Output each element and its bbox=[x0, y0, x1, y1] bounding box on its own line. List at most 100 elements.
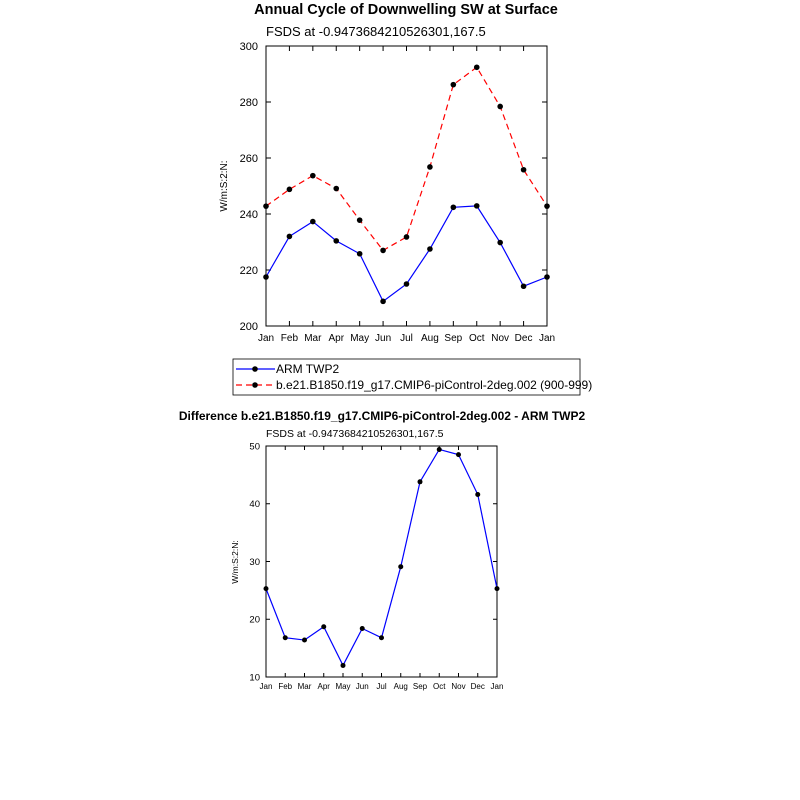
legend: ARM TWP2 b.e21.B1850.f19_g17.CMIP6-piCon… bbox=[232, 358, 592, 396]
y-tick-label: 280 bbox=[240, 97, 258, 109]
y-tick-label: 200 bbox=[240, 321, 258, 333]
legend-marker-arm-twp2 bbox=[252, 366, 258, 372]
y-tick-label: 240 bbox=[240, 209, 258, 221]
chart-title: Annual Cycle of Downwelling SW at Surfac… bbox=[254, 2, 558, 18]
data-point bbox=[356, 217, 363, 223]
x-tick-label: Feb bbox=[281, 333, 299, 344]
data-point bbox=[403, 281, 410, 287]
legend-marker-model bbox=[252, 382, 258, 388]
data-point bbox=[436, 446, 442, 452]
difference-chart-title: Difference b.e21.B1850.f19_g17.CMIP6-piC… bbox=[179, 409, 586, 423]
data-point bbox=[544, 203, 550, 209]
data-point bbox=[380, 247, 386, 254]
data-point bbox=[473, 203, 480, 209]
x-tick-label: Jan bbox=[491, 682, 504, 691]
x-tick-label: May bbox=[335, 682, 350, 691]
difference-chart: Difference b.e21.B1850.f19_g17.CMIP6-piC… bbox=[179, 409, 586, 691]
data-point bbox=[286, 233, 293, 240]
series-line-0 bbox=[265, 448, 498, 667]
x-tick-label: Sep bbox=[444, 333, 462, 344]
data-point bbox=[282, 635, 288, 641]
x-tick-label: Aug bbox=[421, 333, 439, 344]
x-tick-label: Oct bbox=[469, 333, 485, 344]
data-point bbox=[263, 203, 269, 209]
y-tick-label: 50 bbox=[249, 441, 260, 452]
data-point bbox=[520, 166, 527, 173]
legend-entry-model: b.e21.B1850.f19_g17.CMIP6-piControl-2deg… bbox=[236, 378, 592, 392]
x-tick-label: Jan bbox=[539, 333, 555, 344]
data-point bbox=[379, 635, 384, 641]
data-point bbox=[398, 564, 404, 570]
y-tick-label: 300 bbox=[240, 41, 258, 53]
x-tick-label: Jun bbox=[375, 333, 391, 344]
data-point bbox=[456, 452, 461, 458]
y-tick-label: 10 bbox=[249, 672, 260, 683]
legend-label-model: b.e21.B1850.f19_g17.CMIP6-piControl-2deg… bbox=[276, 378, 592, 392]
y-axis-label: W/m:S:2:N: bbox=[219, 160, 230, 211]
x-tick-label: Oct bbox=[433, 682, 446, 691]
data-point bbox=[263, 274, 269, 280]
x-tick-label: Jan bbox=[260, 682, 273, 691]
data-point bbox=[497, 239, 503, 246]
data-point bbox=[450, 204, 457, 211]
y-tick-label: 20 bbox=[249, 615, 260, 626]
x-axis-ticks: Jan Feb Mar Apr May Jun Jul Aug Sep Oct Nov Dec Jan bbox=[258, 46, 555, 344]
x-tick-label: Jun bbox=[356, 682, 369, 691]
x-tick-label: May bbox=[350, 333, 369, 344]
data-point bbox=[286, 186, 293, 193]
x-tick-label: Mar bbox=[304, 333, 322, 344]
x-tick-label: Sep bbox=[413, 682, 428, 691]
data-point bbox=[450, 81, 457, 88]
data-point bbox=[417, 479, 423, 485]
data-point bbox=[427, 164, 433, 170]
legend-entry-arm-twp2: ARM TWP2 bbox=[236, 362, 339, 376]
difference-y-axis-label: W/m:S:2:N: bbox=[230, 540, 240, 583]
x-tick-label: Jan bbox=[258, 333, 274, 344]
data-point bbox=[520, 283, 527, 290]
x-tick-label: Dec bbox=[515, 333, 533, 344]
difference-series-layer bbox=[263, 446, 500, 668]
y-tick-label: 220 bbox=[240, 265, 258, 277]
x-tick-label: Nov bbox=[491, 333, 509, 344]
data-point bbox=[302, 637, 307, 643]
data-point bbox=[473, 64, 480, 71]
data-point bbox=[356, 250, 363, 257]
data-point bbox=[310, 218, 316, 225]
legend-box bbox=[232, 358, 581, 396]
data-point bbox=[403, 234, 410, 240]
data-point bbox=[475, 492, 481, 498]
data-point bbox=[333, 238, 340, 244]
annual-cycle-chart: Annual Cycle of Downwelling SW at Surfac… bbox=[219, 2, 558, 344]
series-layer bbox=[263, 64, 550, 305]
x-tick-label: Aug bbox=[394, 682, 408, 691]
data-point bbox=[497, 103, 503, 110]
difference-x-axis-ticks: Jan Feb Mar Apr May Jun Jul Aug Sep Oct Nov Dec Jan bbox=[260, 446, 504, 691]
data-point bbox=[359, 625, 365, 631]
x-tick-label: Apr bbox=[328, 333, 344, 344]
data-point bbox=[321, 624, 327, 630]
difference-y-axis-ticks: 10 20 30 40 50 bbox=[249, 441, 497, 683]
data-point bbox=[333, 185, 340, 192]
x-tick-label: Apr bbox=[318, 682, 331, 691]
data-point bbox=[263, 586, 269, 592]
x-tick-label: Mar bbox=[298, 682, 312, 691]
legend-label-arm-twp2: ARM TWP2 bbox=[276, 362, 339, 376]
x-tick-label: Jul bbox=[400, 333, 413, 344]
y-tick-label: 30 bbox=[249, 557, 260, 568]
data-point bbox=[544, 274, 550, 280]
y-axis-ticks: 200 220 240 260 280 300 bbox=[240, 41, 547, 333]
chart-subtitle: FSDS at -0.9473684210526301,167.5 bbox=[266, 24, 486, 39]
series-line-0 bbox=[265, 205, 548, 303]
data-point bbox=[310, 172, 316, 179]
difference-chart-subtitle: FSDS at -0.9473684210526301,167.5 bbox=[266, 428, 444, 440]
data-point bbox=[340, 662, 346, 668]
x-tick-label: Nov bbox=[451, 682, 465, 691]
series-line-1 bbox=[265, 66, 548, 252]
y-tick-label: 260 bbox=[240, 153, 258, 165]
data-point bbox=[494, 586, 500, 592]
difference-plot-frame bbox=[265, 445, 498, 678]
data-point bbox=[427, 246, 433, 252]
data-point bbox=[380, 298, 386, 305]
y-tick-label: 40 bbox=[249, 499, 260, 510]
